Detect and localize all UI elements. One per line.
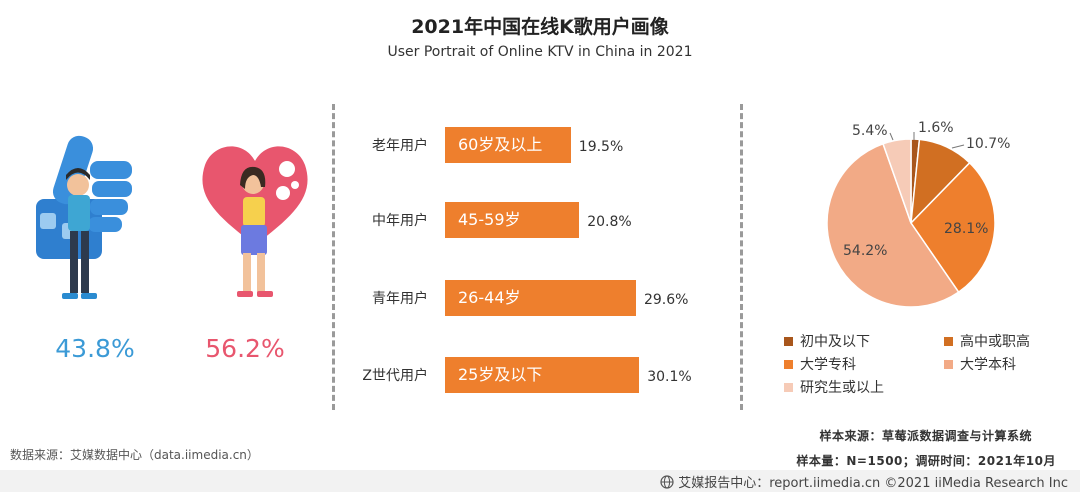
- pie-value-label: 28.1%: [944, 221, 989, 237]
- age-bar-label: 45-59岁: [458, 210, 521, 229]
- legend-label: 大学本科: [960, 357, 1016, 373]
- legend-swatch: [944, 359, 953, 369]
- age-bar-label: 25岁及以下: [458, 365, 543, 384]
- data-source: 数据来源：艾媒数据中心（data.iimedia.cn）: [10, 448, 259, 462]
- legend-item: 大学专科: [784, 354, 856, 374]
- legend-label: 初中及以下: [800, 334, 870, 350]
- age-category-label: 老年用户: [372, 138, 428, 154]
- education-pie-chart: [826, 138, 996, 308]
- footer-bar: [0, 470, 1080, 492]
- pie-slice: [882, 138, 912, 224]
- footer-brand: 艾媒报告中心：report.iimedia.cn ©2021 iiMedia R…: [660, 472, 1068, 491]
- sample-size: 样本量：N=1500；调研时间：2021年10月: [796, 454, 1056, 468]
- legend-label: 高中或职高: [960, 334, 1030, 350]
- chart-title: 2021年中国在线K歌用户画像: [411, 16, 669, 38]
- age-category-label: 中年用户: [372, 213, 428, 229]
- pie-value-label: 1.6%: [918, 120, 954, 136]
- legend-swatch: [784, 336, 793, 346]
- legend-swatch: [784, 359, 793, 369]
- age-category-label: 青年用户: [372, 291, 428, 307]
- divider-right: [740, 104, 743, 410]
- age-bar-label: 26-44岁: [458, 288, 521, 307]
- age-bar: [445, 357, 640, 393]
- pie-value-label: 10.7%: [966, 136, 1011, 152]
- age-bar-label: 60岁及以上: [458, 135, 543, 154]
- pie-value-label: 5.4%: [852, 123, 888, 139]
- age-value-label: 19.5%: [578, 139, 624, 155]
- age-value-label: 29.6%: [643, 292, 689, 308]
- pie-slice: [910, 161, 996, 294]
- footer-brand-text: 艾媒报告中心：report.iimedia.cn ©2021 iiMedia R…: [678, 476, 1068, 491]
- age-bar: [445, 202, 580, 238]
- legend-item: 研究生或以上: [784, 377, 884, 397]
- divider-left: [332, 104, 335, 410]
- age-bar: [445, 280, 636, 316]
- legend-swatch: [784, 382, 793, 392]
- legend-label: 大学专科: [800, 357, 856, 373]
- age-category-label: Z世代用户: [362, 368, 428, 384]
- chart-subtitle: User Portrait of Online KTV in China in …: [387, 44, 693, 60]
- heart-woman-icon: [202, 146, 308, 297]
- age-value-label: 30.1%: [647, 369, 692, 385]
- male-percentage: 43.8%: [55, 334, 135, 363]
- legend-item: 高中或职高: [944, 331, 1030, 351]
- thumbs-up-man-icon: [36, 135, 132, 299]
- globe-icon: [660, 474, 674, 489]
- pie-value-label: 54.2%: [843, 243, 888, 259]
- legend-label: 研究生或以上: [800, 380, 884, 396]
- pie-slice: [826, 142, 960, 308]
- sample-source: 样本来源：草莓派数据调查与计算系统: [819, 429, 1032, 443]
- legend-item: 大学本科: [944, 354, 1016, 374]
- age-value-label: 20.8%: [587, 214, 632, 230]
- age-bar: [445, 127, 571, 163]
- legend-swatch: [944, 336, 953, 346]
- female-percentage: 56.2%: [205, 334, 285, 363]
- legend-item: 初中及以下: [784, 331, 870, 351]
